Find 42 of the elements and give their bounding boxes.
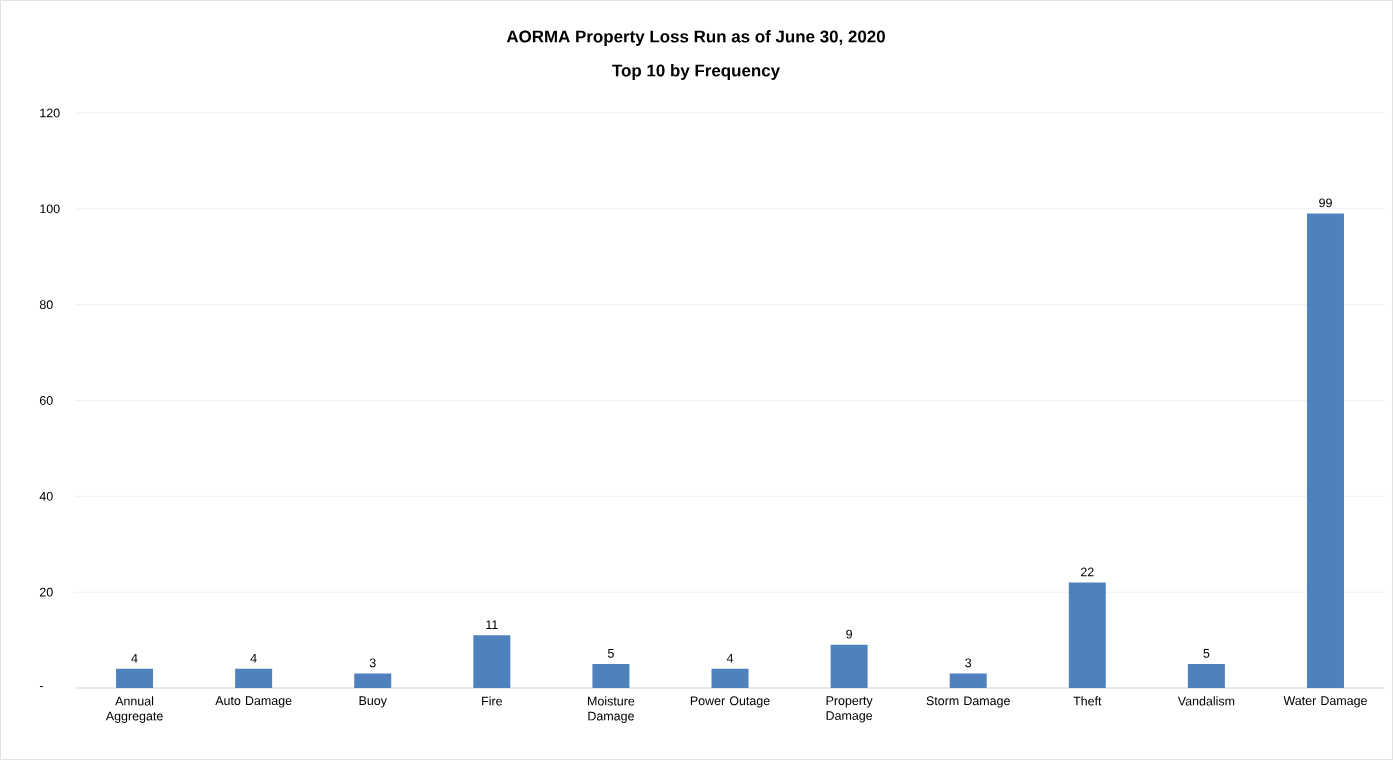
data-label: 11 (486, 620, 498, 629)
x-tick-label: Power Outage (690, 696, 770, 708)
x-tick-label: Vandalism (1177, 696, 1235, 706)
bar (1306, 213, 1344, 688)
bar (473, 635, 511, 688)
data-label: 5 (1203, 649, 1210, 658)
chart-title: AORMA Property Loss Run as of June 30, 2020 (506, 30, 885, 46)
x-tick-label: Fire (482, 696, 502, 706)
bar (235, 668, 273, 688)
data-label: 4 (726, 653, 734, 663)
x-tick-label: Auto Damage (215, 696, 292, 708)
bar (354, 673, 392, 688)
data-label: 4 (131, 653, 138, 663)
x-tick-label: Storm Damage (926, 696, 1010, 708)
bar (116, 668, 154, 688)
y-tick-label: - (39, 686, 43, 688)
y-tick-label: 40 (39, 491, 53, 501)
bar (830, 644, 868, 688)
x-tick-label: Water Damage (1283, 696, 1367, 708)
x-tick-label: Buoy (359, 696, 387, 708)
data-label: 9 (846, 629, 852, 639)
x-tick-label: Moisture Damage (588, 696, 635, 723)
y-tick-label: 120 (40, 108, 60, 118)
data-label: 3 (965, 658, 972, 668)
x-tick-label: Theft (1073, 696, 1102, 706)
data-label: 5 (607, 649, 614, 658)
bar (1068, 582, 1106, 688)
data-label: 22 (1081, 567, 1094, 577)
data-label: 3 (369, 658, 376, 668)
y-tick-label: 80 (39, 300, 53, 310)
data-label: 99 (1319, 198, 1332, 208)
y-tick-label: 100 (40, 204, 60, 214)
chart-subtitle: Top 10 by Frequency (612, 64, 780, 80)
bar (592, 664, 630, 688)
bar (949, 673, 987, 688)
x-tick-label: Property Damage (826, 696, 873, 723)
bar (1187, 664, 1225, 688)
y-tick-label: 60 (39, 396, 53, 405)
bar (711, 668, 749, 688)
y-tick-label: 20 (39, 587, 53, 597)
data-label: 4 (250, 653, 257, 663)
x-tick-label: Annual Aggregate (105, 696, 163, 723)
